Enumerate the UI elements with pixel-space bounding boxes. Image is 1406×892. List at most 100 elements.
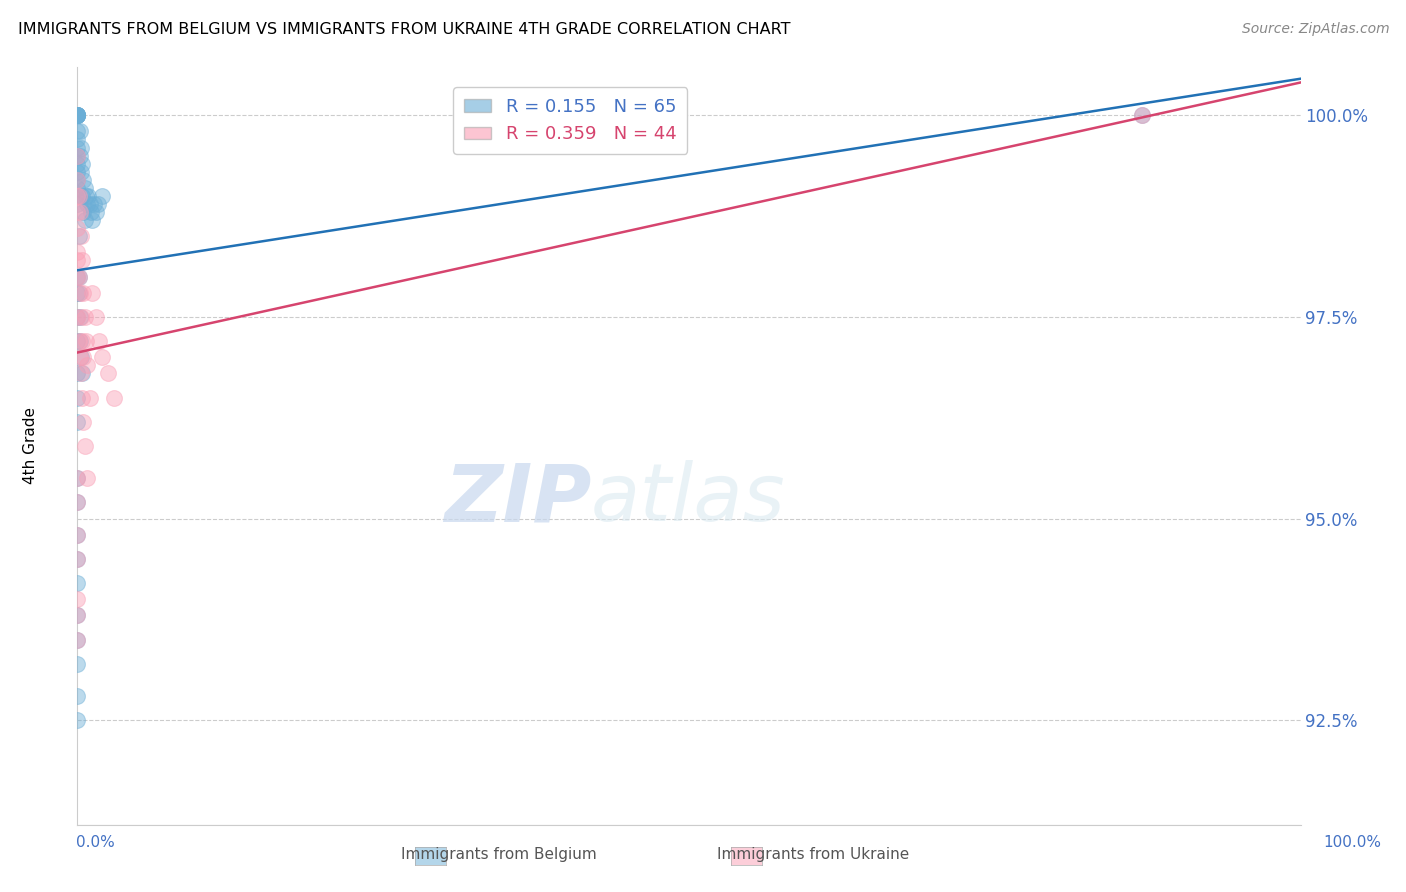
Point xyxy=(73,181,96,195)
Point xyxy=(70,310,93,324)
Point xyxy=(66,124,89,138)
Point xyxy=(70,367,93,381)
Point xyxy=(76,471,98,485)
Point xyxy=(79,197,101,211)
Point xyxy=(69,124,91,138)
Point xyxy=(69,334,91,348)
Point xyxy=(66,173,89,187)
Point xyxy=(66,197,89,211)
Point xyxy=(67,334,90,348)
Text: ZIP: ZIP xyxy=(444,460,591,538)
Point xyxy=(66,334,89,348)
Point xyxy=(66,471,89,485)
Text: 4th Grade: 4th Grade xyxy=(24,408,38,484)
Legend: R = 0.155   N = 65, R = 0.359   N = 44: R = 0.155 N = 65, R = 0.359 N = 44 xyxy=(453,87,688,154)
Point xyxy=(72,205,94,219)
Point xyxy=(66,552,89,566)
Point xyxy=(66,689,89,703)
Point xyxy=(80,205,103,219)
Point xyxy=(72,415,94,429)
Point xyxy=(67,269,90,284)
Point xyxy=(69,310,91,324)
Point xyxy=(72,285,94,300)
Text: IMMIGRANTS FROM BELGIUM VS IMMIGRANTS FROM UKRAINE 4TH GRADE CORRELATION CHART: IMMIGRANTS FROM BELGIUM VS IMMIGRANTS FR… xyxy=(18,22,790,37)
Point xyxy=(66,108,89,122)
Point xyxy=(66,310,89,324)
Point xyxy=(66,608,89,623)
Point xyxy=(69,285,91,300)
Point xyxy=(66,310,89,324)
Point xyxy=(66,132,89,146)
Point xyxy=(66,657,89,671)
Point xyxy=(66,576,89,591)
Point xyxy=(73,439,96,453)
Text: 0.0%: 0.0% xyxy=(76,836,115,850)
Point xyxy=(70,253,93,268)
Point xyxy=(66,108,89,122)
Point xyxy=(66,495,89,509)
Point xyxy=(87,197,110,211)
Text: Source: ZipAtlas.com: Source: ZipAtlas.com xyxy=(1241,22,1389,37)
Point xyxy=(66,221,89,235)
Point xyxy=(69,148,91,162)
Point xyxy=(66,367,89,381)
Point xyxy=(66,285,89,300)
Point xyxy=(66,108,89,122)
Point xyxy=(84,205,107,219)
Point xyxy=(66,148,89,162)
Point xyxy=(66,108,89,122)
Point xyxy=(66,552,89,566)
Point xyxy=(67,269,90,284)
Point xyxy=(66,108,89,122)
Point xyxy=(66,608,89,623)
Point xyxy=(66,527,89,541)
Point xyxy=(67,285,90,300)
Point xyxy=(66,471,89,485)
Point xyxy=(66,108,89,122)
Point xyxy=(80,213,103,227)
Point xyxy=(70,165,93,179)
Point xyxy=(66,495,89,509)
Point xyxy=(72,351,94,365)
Point xyxy=(66,173,89,187)
Point xyxy=(79,391,101,405)
Point xyxy=(66,108,89,122)
Point xyxy=(73,213,96,227)
Point xyxy=(70,367,93,381)
Point xyxy=(66,253,89,268)
Point xyxy=(66,148,89,162)
Text: Immigrants from Ukraine: Immigrants from Ukraine xyxy=(717,847,908,862)
Point xyxy=(69,205,91,219)
Text: 100.0%: 100.0% xyxy=(1323,836,1382,850)
Point xyxy=(89,334,111,348)
Point xyxy=(72,173,94,187)
Point xyxy=(66,108,89,122)
Point xyxy=(70,391,93,405)
Text: atlas: atlas xyxy=(591,460,786,538)
Point xyxy=(77,189,100,203)
Point xyxy=(103,391,125,405)
Point xyxy=(76,359,98,373)
Point xyxy=(90,189,112,203)
Point xyxy=(70,229,93,244)
Point xyxy=(84,310,107,324)
Point xyxy=(66,245,89,260)
Point xyxy=(66,713,89,727)
Point xyxy=(66,140,89,154)
Point xyxy=(66,165,89,179)
Point xyxy=(66,632,89,647)
Point xyxy=(66,108,89,122)
Point xyxy=(90,351,112,365)
Point xyxy=(80,285,103,300)
Point xyxy=(73,310,96,324)
Text: Immigrants from Belgium: Immigrants from Belgium xyxy=(401,847,598,862)
Point xyxy=(66,205,89,219)
Point xyxy=(97,367,120,381)
Point xyxy=(70,140,93,154)
Point xyxy=(75,334,97,348)
Point xyxy=(67,189,90,203)
Point xyxy=(66,415,89,429)
Point xyxy=(66,189,89,203)
Point xyxy=(66,592,89,607)
Point xyxy=(66,181,89,195)
